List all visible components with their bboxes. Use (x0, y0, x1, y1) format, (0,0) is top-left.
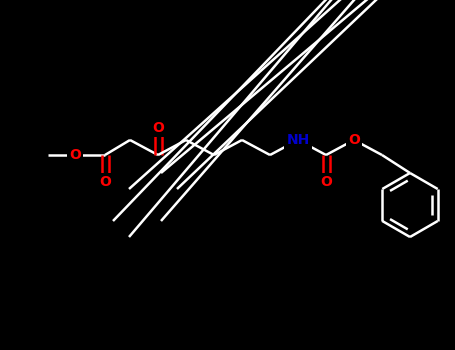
Text: NH: NH (286, 133, 309, 147)
Text: O: O (152, 121, 164, 135)
Text: O: O (99, 175, 111, 189)
Text: O: O (320, 175, 332, 189)
Text: O: O (69, 148, 81, 162)
Text: O: O (348, 133, 360, 147)
